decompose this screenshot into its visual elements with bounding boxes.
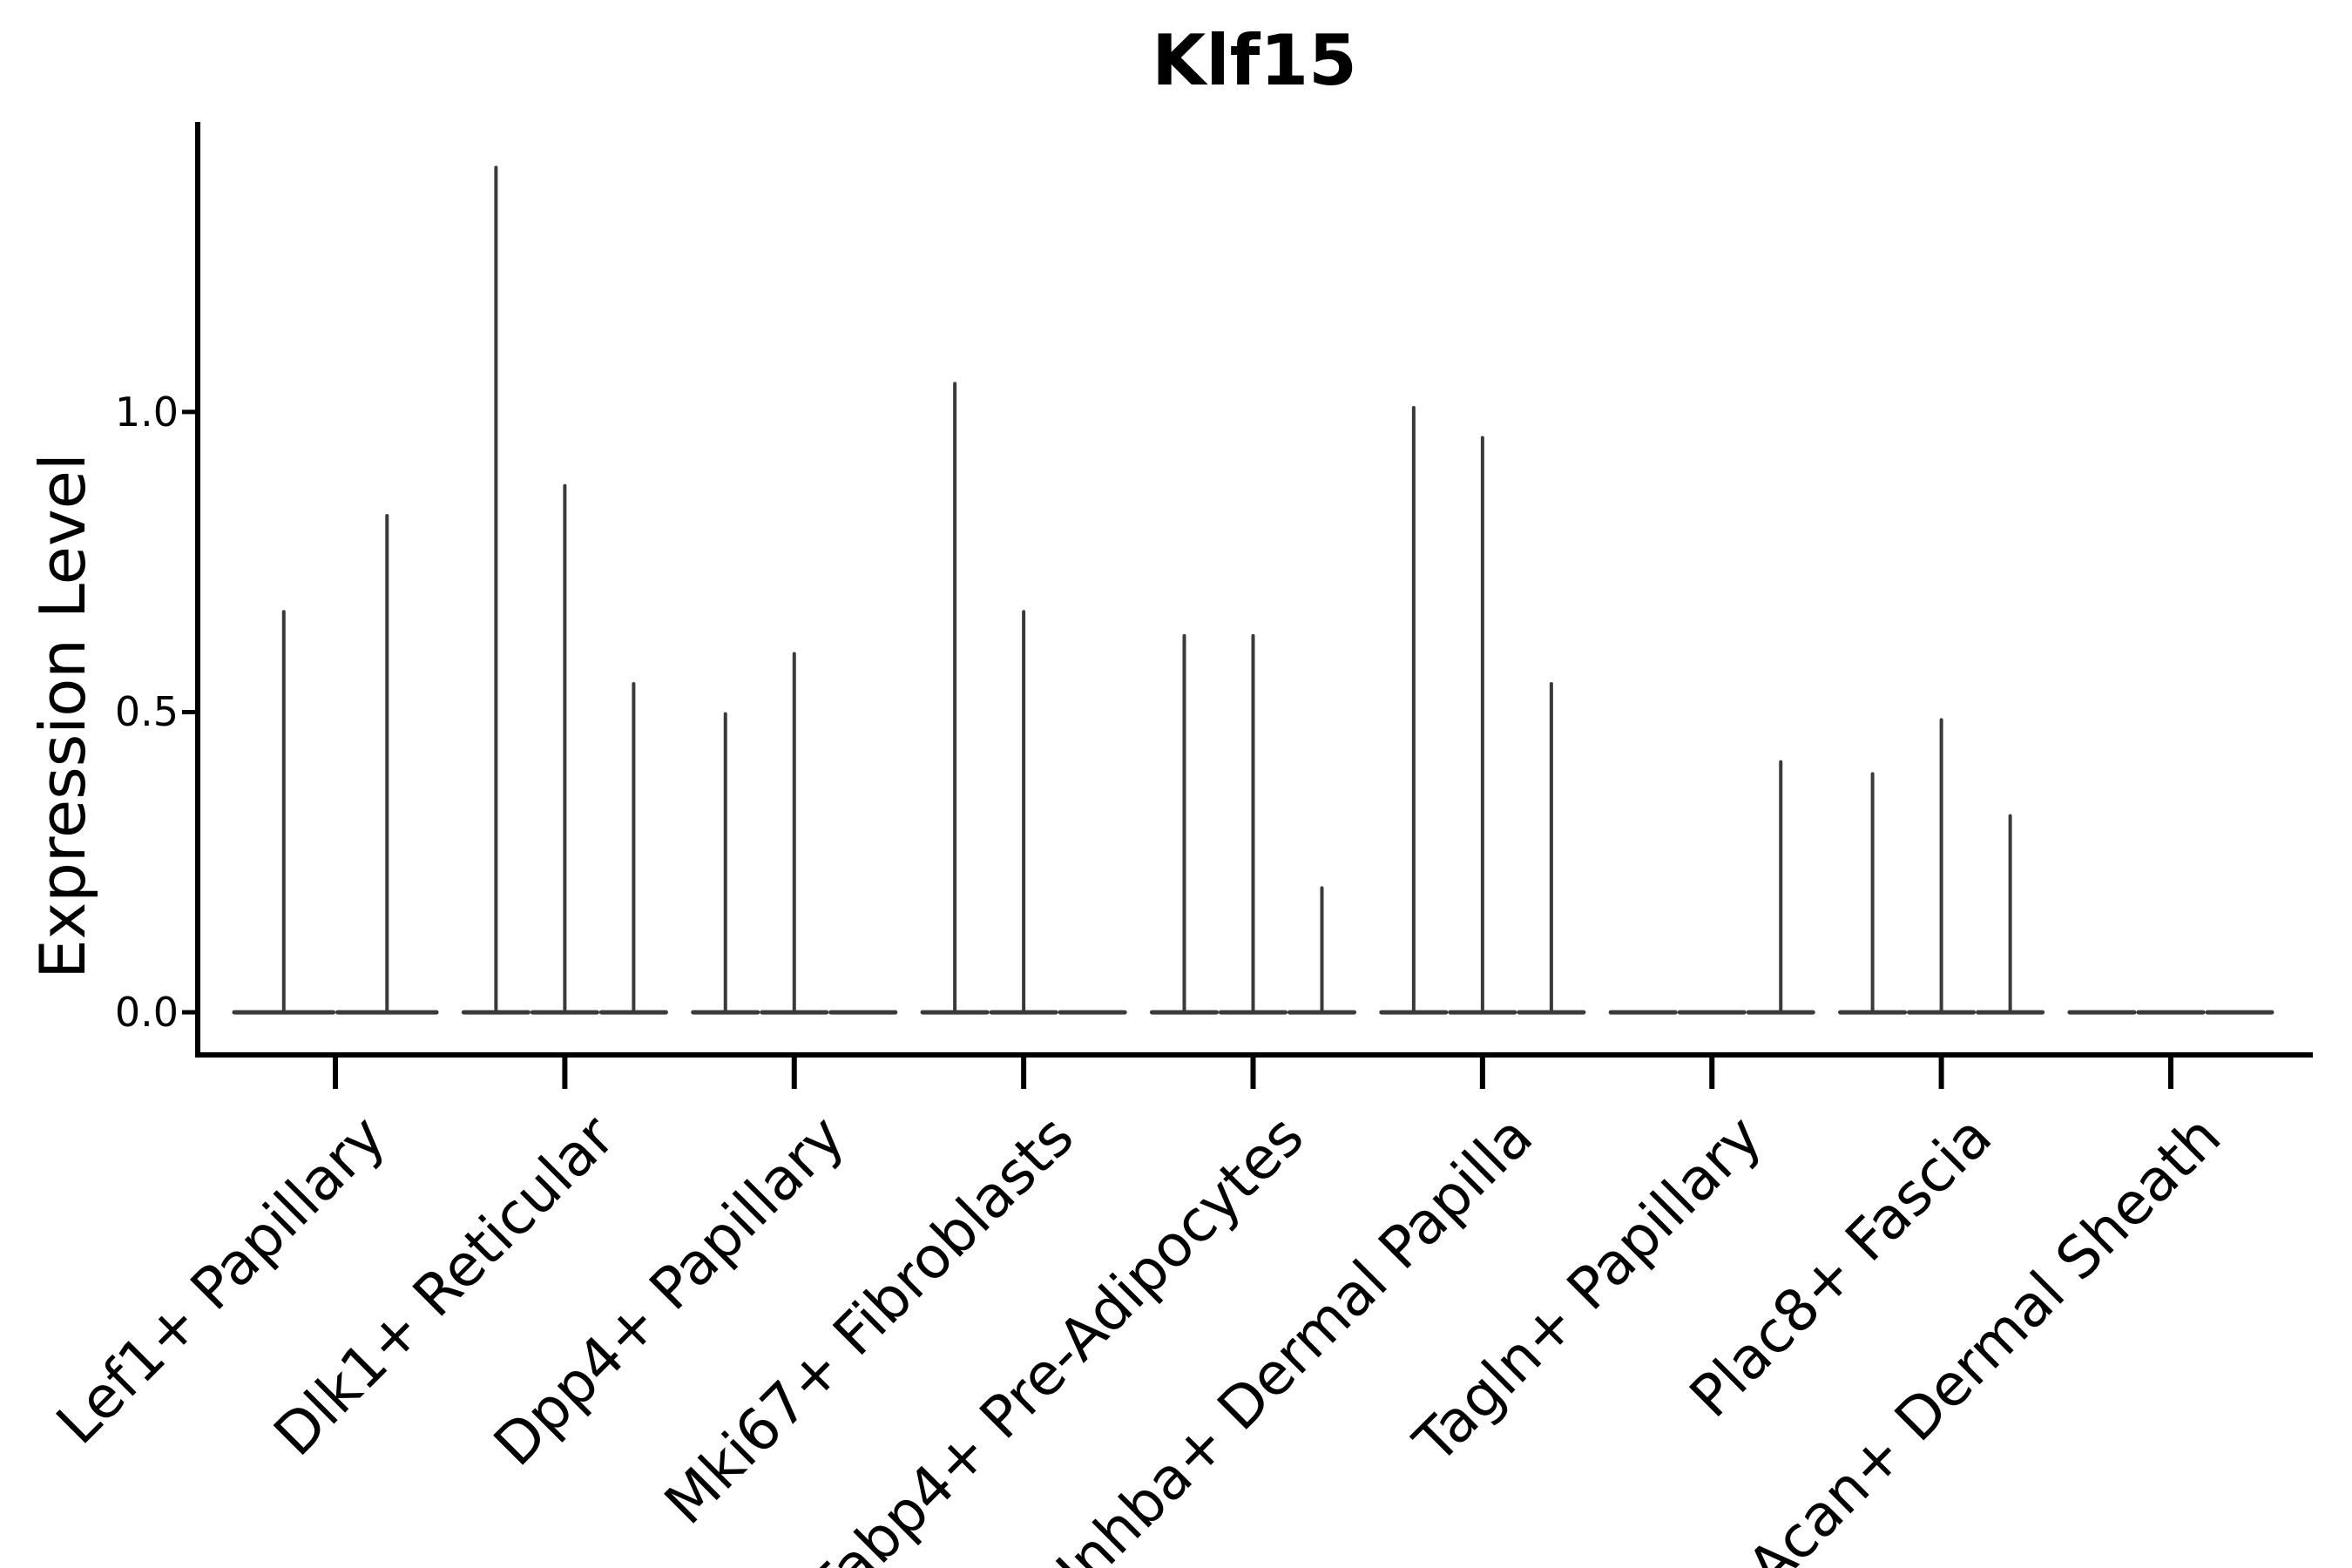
y-tick-mark bbox=[182, 1010, 195, 1015]
violin-base bbox=[2067, 1010, 2137, 1015]
violin-base bbox=[1907, 1010, 1977, 1015]
violin-base bbox=[828, 1010, 898, 1015]
violin-spike bbox=[792, 652, 796, 1013]
violin-spike bbox=[1182, 633, 1186, 1013]
chart-title: Klf15 bbox=[1152, 20, 1357, 101]
x-tick-mark bbox=[1021, 1058, 1027, 1089]
x-tick-mark bbox=[2167, 1058, 2173, 1089]
x-tick-mark bbox=[791, 1058, 797, 1089]
x-tick-mark bbox=[333, 1058, 339, 1089]
violin-spike bbox=[1411, 405, 1416, 1013]
x-tick-mark bbox=[1938, 1058, 1944, 1089]
violin-base bbox=[1218, 1010, 1288, 1015]
violin-base bbox=[232, 1010, 336, 1015]
violin-base bbox=[1379, 1010, 1449, 1015]
violin-spike bbox=[953, 382, 957, 1013]
violin-base bbox=[989, 1010, 1058, 1015]
x-tick-mark bbox=[1709, 1058, 1715, 1089]
y-tick-label: 1.0 bbox=[114, 388, 179, 436]
violin-spike bbox=[1870, 772, 1875, 1013]
violin-base bbox=[2136, 1010, 2206, 1015]
x-tick-mark bbox=[1479, 1058, 1485, 1089]
violin-spike bbox=[1320, 886, 1324, 1013]
violin-base bbox=[1608, 1010, 1678, 1015]
x-tick-mark bbox=[562, 1058, 568, 1089]
x-tick-mark bbox=[1250, 1058, 1256, 1089]
violin-spike bbox=[723, 712, 727, 1013]
violin-base bbox=[1517, 1010, 1586, 1015]
y-tick-label: 0.5 bbox=[114, 688, 179, 736]
violin-base bbox=[1058, 1010, 1127, 1015]
violin-base bbox=[1288, 1010, 1357, 1015]
violin-base bbox=[920, 1010, 990, 1015]
violin-spike bbox=[494, 166, 498, 1013]
violin-base bbox=[1677, 1010, 1747, 1015]
violin-spike bbox=[563, 483, 567, 1013]
violin-base bbox=[598, 1010, 668, 1015]
violin-base bbox=[1448, 1010, 1517, 1015]
y-tick-label: 0.0 bbox=[114, 989, 179, 1037]
x-axis-spine bbox=[195, 1052, 2313, 1058]
violin-base bbox=[1149, 1010, 1219, 1015]
violin-spike bbox=[1480, 436, 1484, 1013]
violin-spike bbox=[632, 682, 636, 1013]
violin-spike bbox=[1939, 718, 1943, 1013]
violin-spike bbox=[385, 514, 389, 1013]
violin-spike bbox=[1779, 760, 1783, 1013]
violin-spike bbox=[1022, 610, 1026, 1013]
violin-spike bbox=[281, 610, 286, 1013]
violin-spike bbox=[1251, 633, 1255, 1013]
violin-spike bbox=[2008, 814, 2012, 1013]
y-axis-spine bbox=[195, 122, 200, 1058]
violin-base bbox=[2205, 1010, 2274, 1015]
y-tick-mark bbox=[182, 409, 195, 415]
violin-spike bbox=[1549, 682, 1553, 1013]
violin-base bbox=[1838, 1010, 1908, 1015]
y-tick-mark bbox=[182, 709, 195, 714]
